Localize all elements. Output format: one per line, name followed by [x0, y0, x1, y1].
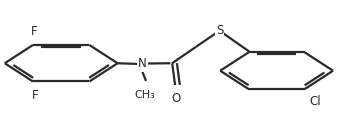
Text: F: F	[31, 89, 38, 102]
Text: S: S	[216, 24, 223, 37]
Text: N: N	[138, 57, 147, 70]
Text: Cl: Cl	[309, 95, 321, 108]
Text: CH₃: CH₃	[135, 90, 156, 100]
Text: O: O	[171, 92, 181, 106]
Text: F: F	[31, 24, 38, 38]
